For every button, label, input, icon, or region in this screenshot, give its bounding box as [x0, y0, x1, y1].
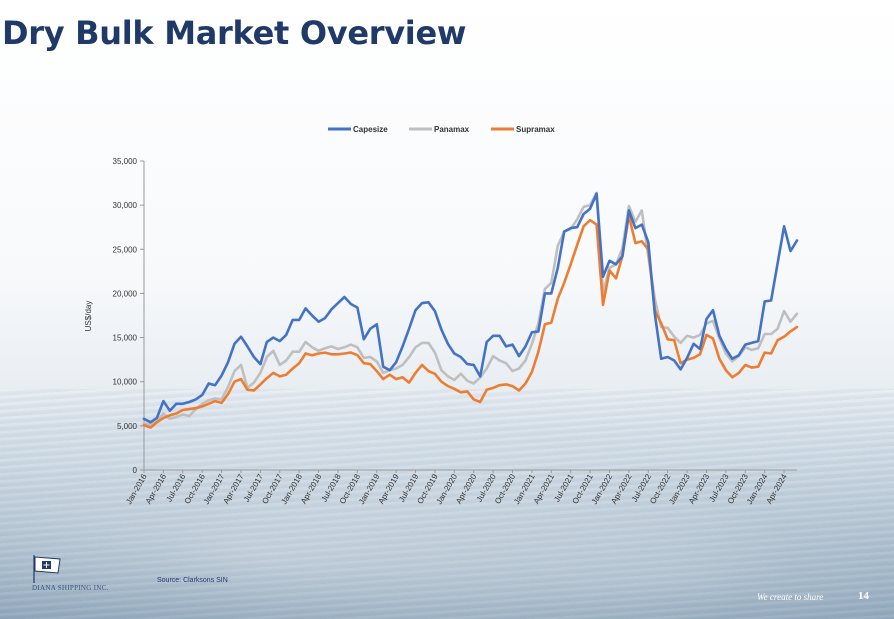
y-tick-label: 35,000 — [113, 157, 138, 166]
y-tick-label: 20,000 — [113, 289, 138, 298]
y-tick-label: 5,000 — [117, 422, 138, 431]
legend-item-supramax: Supramax — [491, 125, 555, 134]
y-axis-ticks: 0 5,000 10,000 15,000 20,000 25,000 30,000 35,0… — [113, 157, 144, 475]
y-tick-label: 0 — [133, 466, 138, 475]
y-tick-label: 30,000 — [113, 201, 138, 210]
series-line-panamax — [142, 191, 799, 427]
y-tick-label: 15,000 — [113, 334, 138, 343]
series-line-capesize — [142, 192, 799, 424]
legend-label: Panamax — [434, 125, 470, 134]
page-number: 14 — [858, 590, 869, 602]
legend-item-panamax: Panamax — [409, 125, 470, 134]
series-lines — [142, 191, 799, 429]
series-line-supramax — [142, 214, 799, 429]
source-note: Source: Clarksons SIN — [157, 577, 228, 584]
tagline: We create to share — [757, 592, 824, 602]
legend-label: Supramax — [516, 125, 555, 134]
company-flag-logo — [33, 555, 61, 583]
y-tick-label: 10,000 — [113, 378, 138, 387]
page-title: Dry Bulk Market Overview — [2, 14, 467, 52]
legend: Capesize Panamax Supramax — [328, 125, 555, 134]
y-tick-label: 25,000 — [113, 245, 138, 254]
legend-item-capesize: Capesize — [328, 125, 388, 134]
y-axis-label: US$/day — [84, 301, 93, 332]
company-name: DIANA SHIPPING INC. — [32, 584, 109, 592]
axes: Jan-2016Apr-2016Jul-2016Oct-2016Jan-2017… — [124, 161, 797, 506]
legend-label: Capesize — [353, 125, 388, 134]
